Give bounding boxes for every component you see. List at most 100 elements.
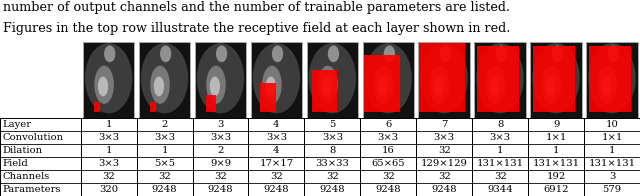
Text: 32: 32 [438, 172, 451, 181]
Bar [260, 83, 276, 112]
Ellipse shape [328, 45, 339, 62]
Text: 32: 32 [326, 172, 339, 181]
Ellipse shape [495, 45, 507, 62]
Ellipse shape [420, 43, 468, 113]
Ellipse shape [85, 43, 132, 113]
Text: 1: 1 [497, 146, 504, 155]
Text: Channels: Channels [3, 172, 50, 181]
Text: 32: 32 [158, 172, 171, 181]
Bar [362, 55, 399, 112]
Text: 192: 192 [547, 172, 566, 181]
Bar [83, 42, 134, 118]
Bar [419, 42, 470, 118]
Text: 2: 2 [161, 120, 168, 129]
Text: 1: 1 [161, 146, 168, 155]
Text: 5: 5 [329, 120, 335, 129]
Bar [533, 46, 575, 112]
Text: Convolution: Convolution [3, 133, 64, 142]
Ellipse shape [607, 45, 619, 62]
Ellipse shape [141, 43, 188, 113]
Ellipse shape [308, 43, 356, 113]
Ellipse shape [384, 45, 395, 62]
Ellipse shape [545, 76, 556, 96]
Text: 3×3: 3×3 [154, 133, 175, 142]
Ellipse shape [160, 45, 172, 62]
Text: 1×1: 1×1 [602, 133, 623, 142]
Text: 6912: 6912 [543, 185, 569, 194]
Ellipse shape [477, 43, 524, 113]
Text: 3×3: 3×3 [322, 133, 343, 142]
Bar [150, 102, 156, 112]
Bar [586, 42, 638, 118]
Ellipse shape [318, 66, 338, 104]
Text: 1×1: 1×1 [545, 133, 567, 142]
Text: 320: 320 [99, 185, 118, 194]
Bar [139, 42, 190, 118]
Text: 1: 1 [609, 146, 615, 155]
Bar [474, 42, 526, 118]
Bar [307, 42, 358, 118]
Text: 9248: 9248 [264, 185, 289, 194]
Text: 32: 32 [382, 172, 395, 181]
Text: 8: 8 [329, 146, 335, 155]
Ellipse shape [365, 43, 412, 113]
Ellipse shape [490, 76, 500, 96]
Bar [312, 70, 337, 112]
Text: 33×33: 33×33 [316, 159, 349, 168]
Ellipse shape [598, 66, 618, 104]
Text: 3: 3 [609, 172, 615, 181]
Bar [477, 46, 519, 112]
Ellipse shape [486, 66, 506, 104]
Bar [195, 42, 246, 118]
Text: 9344: 9344 [487, 185, 513, 194]
Text: 32: 32 [270, 172, 283, 181]
Ellipse shape [440, 45, 451, 62]
Ellipse shape [266, 76, 276, 96]
Text: 4: 4 [273, 146, 280, 155]
Ellipse shape [322, 76, 332, 96]
Text: 3×3: 3×3 [98, 159, 119, 168]
Text: Layer: Layer [3, 120, 32, 129]
Ellipse shape [154, 76, 164, 96]
Bar [362, 42, 414, 118]
Text: 129×129: 129×129 [420, 159, 468, 168]
Text: Dilation: Dilation [3, 146, 43, 155]
Ellipse shape [197, 43, 244, 113]
Text: 9248: 9248 [152, 185, 177, 194]
Text: 9248: 9248 [319, 185, 345, 194]
Bar [307, 42, 358, 118]
Ellipse shape [206, 66, 226, 104]
Text: 4: 4 [273, 120, 280, 129]
Text: 9: 9 [553, 120, 559, 129]
Ellipse shape [272, 45, 283, 62]
Text: 32: 32 [214, 172, 227, 181]
Ellipse shape [150, 66, 170, 104]
Bar [195, 42, 246, 118]
Ellipse shape [94, 66, 114, 104]
Text: 17×17: 17×17 [259, 159, 294, 168]
Bar [531, 42, 582, 118]
Bar [139, 42, 190, 118]
Text: 1: 1 [106, 146, 112, 155]
Bar [531, 42, 582, 118]
Bar [94, 102, 100, 112]
Ellipse shape [210, 76, 220, 96]
Bar [589, 46, 631, 112]
Ellipse shape [552, 45, 563, 62]
Ellipse shape [532, 43, 580, 113]
Text: 131×131: 131×131 [588, 159, 636, 168]
Text: 5×5: 5×5 [154, 159, 175, 168]
Ellipse shape [253, 43, 300, 113]
Text: 10: 10 [605, 120, 618, 129]
Text: 3×3: 3×3 [378, 133, 399, 142]
Ellipse shape [262, 66, 282, 104]
Text: 3×3: 3×3 [98, 133, 119, 142]
Text: Parameters: Parameters [3, 185, 61, 194]
Text: 9248: 9248 [431, 185, 457, 194]
Text: 32: 32 [438, 146, 451, 155]
Bar [83, 42, 134, 118]
Ellipse shape [216, 45, 227, 62]
Bar [474, 42, 526, 118]
Text: 131×131: 131×131 [477, 159, 524, 168]
Text: 32: 32 [102, 172, 115, 181]
